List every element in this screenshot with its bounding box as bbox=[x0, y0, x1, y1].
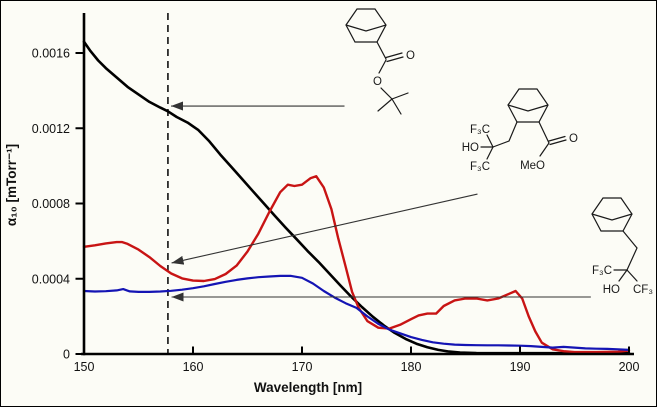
x-axis-title: Wavelength [nm] bbox=[254, 380, 362, 395]
meo-label: MeO bbox=[520, 160, 545, 172]
cf3-bottom-label: F₃C bbox=[470, 161, 490, 173]
ho-label: HO bbox=[462, 142, 479, 154]
y-axis-title: α₁₀ [mTorr⁻¹] bbox=[4, 144, 19, 226]
curves-group bbox=[82, 40, 631, 355]
structure-norbornane-tbu-ester: O O bbox=[345, 8, 415, 115]
curve-blue bbox=[82, 274, 631, 351]
structure-norbornane-hfa-alcohol: F₃C HO CF₃ bbox=[591, 197, 653, 296]
x-tick-label: 150 bbox=[74, 360, 95, 374]
x-tick-label: 180 bbox=[401, 360, 422, 374]
cf3-label: CF₃ bbox=[633, 284, 653, 296]
y-tick-label: 0.0012 bbox=[32, 122, 70, 136]
x-tick-label: 190 bbox=[510, 360, 531, 374]
x-tick-label: 170 bbox=[292, 360, 313, 374]
cf3-top-label: F₃C bbox=[470, 124, 490, 136]
annotation-arrows bbox=[171, 101, 591, 302]
y-tick-label: 0.0016 bbox=[32, 47, 70, 61]
axes-group: 0 0.0004 0.0008 0.0012 0.0016 150 160 170 180 190… bbox=[32, 13, 640, 374]
x-tick-label: 200 bbox=[619, 360, 640, 374]
structure-norbornane-hfa-methyl-ester: F₃C HO F₃C O MeO bbox=[462, 88, 578, 173]
curve-black bbox=[82, 40, 631, 355]
carbonyl-o-label: O bbox=[406, 50, 415, 62]
carbonyl-o-label: O bbox=[569, 133, 578, 145]
f3c-label: F₃C bbox=[592, 265, 612, 277]
y-tick-label: 0.0004 bbox=[32, 272, 70, 286]
x-tick-label: 160 bbox=[183, 360, 204, 374]
curve-red bbox=[82, 175, 631, 354]
ho-label: HO bbox=[603, 284, 620, 296]
annotation-arrow-red bbox=[171, 193, 478, 265]
y-tick-label: 0.0008 bbox=[32, 197, 70, 211]
ester-o-label: O bbox=[373, 76, 382, 88]
y-tick-label: 0 bbox=[63, 348, 70, 362]
